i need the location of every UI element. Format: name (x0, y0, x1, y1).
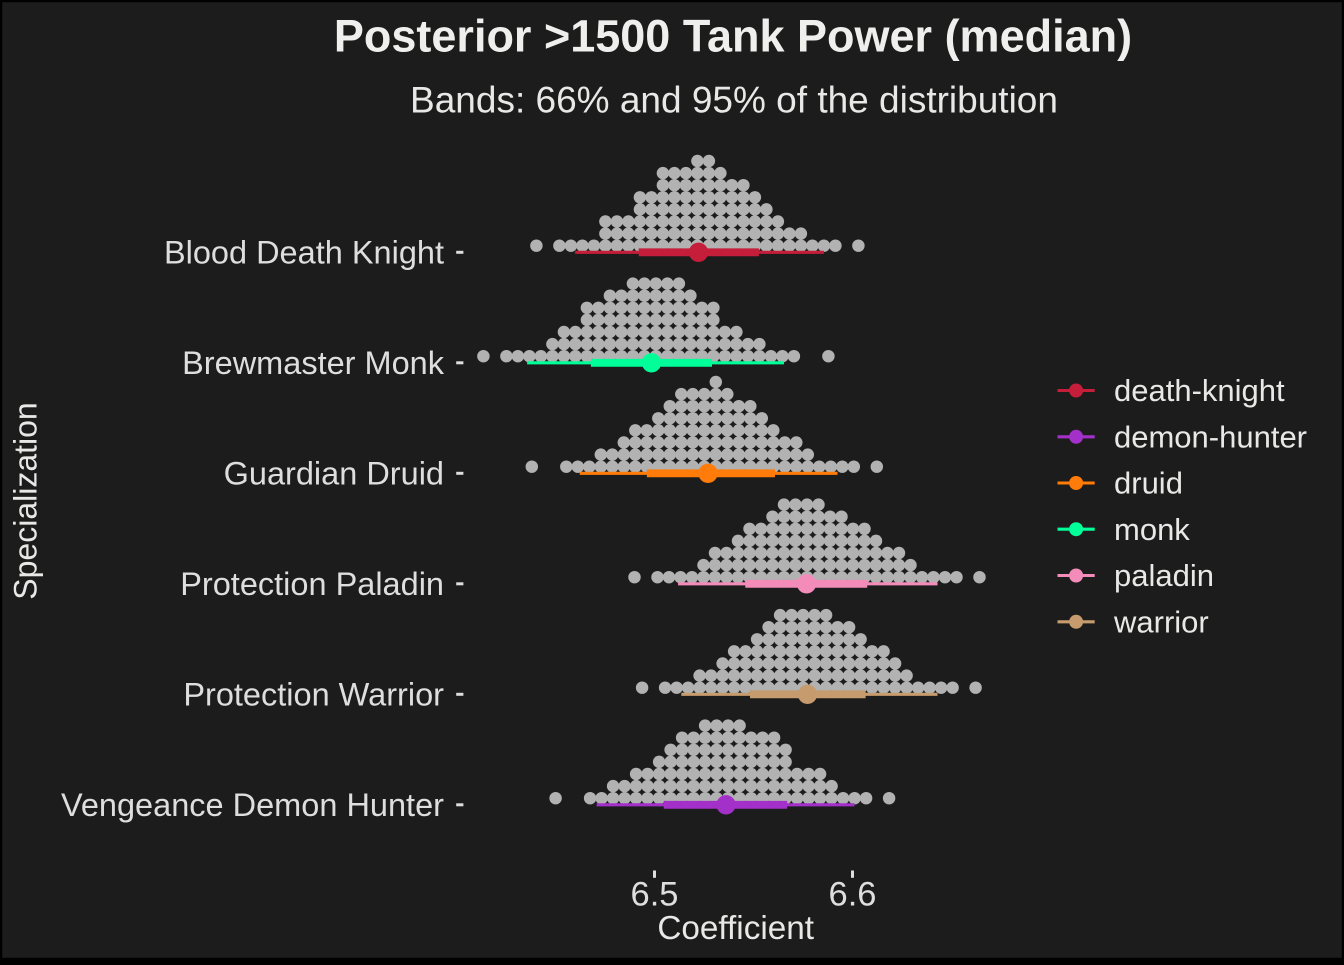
svg-text:Brewmaster Monk: Brewmaster Monk (182, 345, 445, 381)
svg-text:6.5: 6.5 (631, 876, 679, 914)
svg-text:Bands: 66% and 95% of the dist: Bands: 66% and 95% of the distribution (410, 80, 1058, 121)
svg-text:Coefficient: Coefficient (657, 910, 814, 947)
svg-text:Protection Warrior: Protection Warrior (183, 677, 444, 713)
svg-text:Guardian Druid: Guardian Druid (224, 456, 444, 492)
svg-text:druid: druid (1114, 466, 1183, 501)
svg-text:demon-hunter: demon-hunter (1114, 419, 1307, 454)
svg-text:Protection Paladin: Protection Paladin (180, 566, 444, 602)
svg-text:6.6: 6.6 (829, 876, 877, 914)
svg-text:Posterior >1500 Tank Power (me: Posterior >1500 Tank Power (median) (334, 11, 1132, 62)
svg-text:Vengeance Demon Hunter: Vengeance Demon Hunter (61, 787, 444, 823)
svg-text:Blood Death Knight: Blood Death Knight (164, 235, 444, 271)
svg-text:death-knight: death-knight (1114, 373, 1285, 408)
svg-text:Specialization: Specialization (8, 402, 44, 599)
svg-text:monk: monk (1114, 512, 1190, 547)
svg-text:warrior: warrior (1113, 605, 1209, 640)
svg-text:paladin: paladin (1114, 558, 1214, 593)
